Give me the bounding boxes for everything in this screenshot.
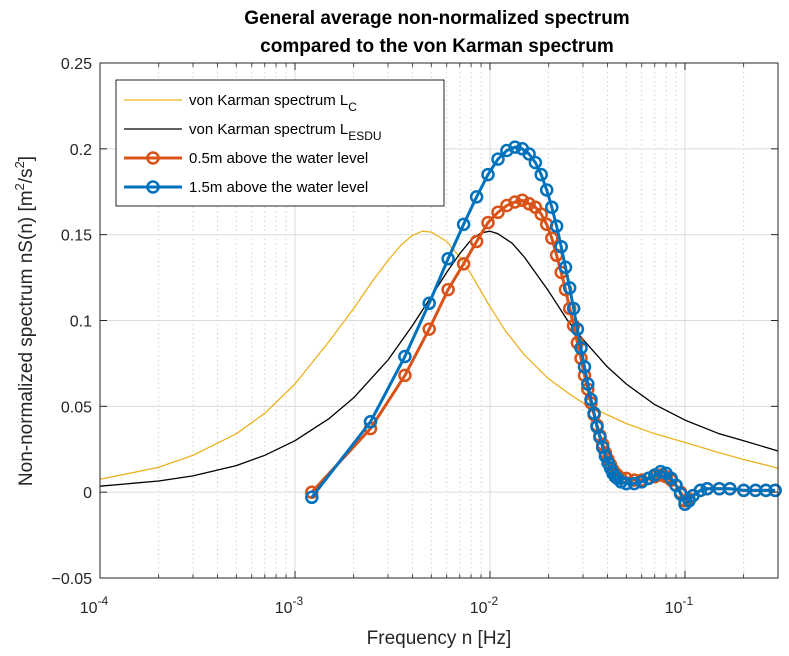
legend-entry: 1.5m above the water level bbox=[124, 179, 368, 196]
y-axis-label-sup1: 2 bbox=[12, 183, 27, 190]
y-tick-label: −0.05 bbox=[52, 571, 93, 588]
data-point bbox=[534, 167, 548, 182]
x-tick-base: 10 bbox=[665, 600, 683, 617]
legend-label-main: 1.5m above the water level bbox=[189, 179, 368, 196]
y-tick-label: 0.15 bbox=[61, 228, 92, 245]
data-point bbox=[570, 322, 585, 336]
data-point bbox=[581, 377, 595, 391]
y-tick-label: 0.25 bbox=[61, 56, 92, 73]
y-tick-label: 0.1 bbox=[70, 314, 92, 331]
data-point bbox=[508, 195, 522, 209]
y-tick-label: 0 bbox=[83, 485, 92, 502]
y-tick-label: 0.2 bbox=[70, 142, 92, 159]
data-point bbox=[456, 217, 471, 232]
x-tick-base: 10 bbox=[80, 600, 98, 617]
x-axis-label: Frequency n [Hz] bbox=[367, 628, 512, 649]
chart-title-line2: compared to the von Karman spectrum bbox=[260, 36, 614, 57]
data-point bbox=[619, 476, 634, 491]
legend-label: von Karman spectrum LESDU bbox=[189, 121, 382, 143]
y-axis-label: Non-normalized spectrum nS(n) [m2/s2] bbox=[12, 156, 37, 486]
legend-marker bbox=[146, 151, 160, 165]
legend-label-main: von Karman spectrum L bbox=[189, 92, 348, 109]
data-point bbox=[595, 440, 610, 455]
x-tick-label: 10-2 bbox=[470, 594, 499, 617]
data-point bbox=[398, 368, 412, 383]
x-tick-label: 10-4 bbox=[80, 594, 109, 617]
legend-entry: 0.5m above the water level bbox=[124, 150, 368, 167]
data-point bbox=[441, 251, 455, 266]
x-tick-base: 10 bbox=[470, 600, 488, 617]
y-axis-label-main: Non-normalized spectrum nS(n) [m bbox=[16, 190, 37, 486]
data-point bbox=[398, 349, 412, 364]
legend-label: 0.5m above the water level bbox=[189, 150, 368, 167]
data-point bbox=[723, 481, 737, 496]
legend-label: 1.5m above the water level bbox=[189, 179, 368, 196]
x-tick-label: 10-1 bbox=[665, 594, 694, 617]
data-point bbox=[584, 392, 598, 407]
data-point bbox=[441, 282, 455, 297]
data-point bbox=[422, 322, 436, 336]
data-point bbox=[363, 415, 378, 429]
chart-title-line1: General average non-normalized spectrum bbox=[244, 8, 629, 29]
data-point bbox=[627, 476, 642, 491]
legend-marker bbox=[146, 180, 160, 194]
data-point bbox=[634, 475, 649, 489]
data-point bbox=[528, 155, 543, 170]
data-point bbox=[481, 167, 495, 182]
data-point bbox=[469, 234, 484, 249]
y-axis-label-end: ] bbox=[16, 156, 37, 161]
legend-box bbox=[115, 79, 445, 207]
plot-series bbox=[99, 140, 782, 511]
data-point bbox=[759, 483, 773, 498]
legend-label: von Karman spectrum LC bbox=[189, 92, 357, 114]
data-point bbox=[539, 183, 554, 197]
data-point bbox=[693, 483, 708, 498]
legend-label-subscript: ESDU bbox=[348, 129, 381, 143]
data-point bbox=[491, 205, 505, 220]
data-point bbox=[456, 257, 471, 271]
data-point bbox=[566, 301, 581, 316]
legend-label-main: von Karman spectrum L bbox=[189, 121, 348, 138]
x-tick-exponent: -1 bbox=[683, 594, 694, 608]
data-point bbox=[515, 193, 530, 208]
data-point bbox=[587, 406, 601, 420]
data-point bbox=[562, 281, 577, 295]
data-point bbox=[558, 260, 573, 275]
data-point bbox=[491, 152, 505, 166]
series-3 bbox=[305, 140, 782, 511]
y-tick-label: 0.05 bbox=[61, 399, 92, 416]
data-point bbox=[534, 207, 548, 221]
data-point bbox=[577, 360, 592, 374]
data-point bbox=[574, 341, 588, 355]
y-axis-label-sup2: 2 bbox=[12, 161, 27, 168]
data-point bbox=[549, 219, 564, 233]
data-point bbox=[554, 239, 568, 254]
data-point bbox=[768, 483, 782, 498]
legend-entry: von Karman spectrum LC bbox=[124, 92, 357, 114]
data-point bbox=[508, 140, 522, 154]
data-point bbox=[545, 200, 559, 214]
data-point bbox=[522, 147, 536, 161]
y-axis-label-mid: /s bbox=[16, 168, 37, 183]
x-tick-exponent: -3 bbox=[293, 594, 304, 608]
legend-label-subscript: C bbox=[348, 100, 357, 114]
data-point bbox=[469, 190, 484, 204]
data-point bbox=[422, 296, 436, 311]
x-tick-base: 10 bbox=[275, 600, 293, 617]
data-point bbox=[305, 490, 319, 505]
data-point bbox=[598, 449, 613, 463]
data-point bbox=[481, 215, 495, 230]
legend-entry: von Karman spectrum LESDU bbox=[124, 121, 382, 143]
x-tick-exponent: -2 bbox=[488, 594, 499, 608]
legend-label-main: 0.5m above the water level bbox=[189, 150, 368, 167]
x-tick-label: 10-3 bbox=[275, 594, 304, 617]
x-tick-exponent: -4 bbox=[98, 594, 109, 608]
data-point bbox=[545, 231, 559, 245]
